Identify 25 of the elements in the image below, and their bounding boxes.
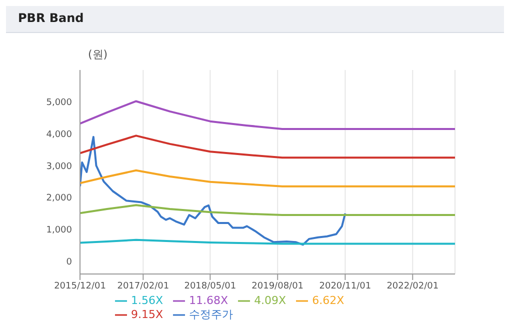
line-series (80, 169, 455, 188)
line-series (80, 136, 346, 246)
y-axis-title: (원) (88, 47, 108, 62)
legend-label: 4.09X (254, 294, 286, 307)
x-tick-label: 2015/12/01 (54, 281, 106, 292)
y-tick-label: 5,000 (46, 98, 72, 108)
legend-label: 수정주가 (189, 308, 234, 321)
y-tick-label: 4,000 (46, 130, 72, 140)
legend-label: 11.68X (189, 294, 228, 307)
x-tick-label: 2017/02/01 (117, 281, 170, 292)
x-tick-label: 2020/11/01 (319, 281, 372, 292)
legend-label: 6.62X (312, 294, 344, 307)
y-tick-label: 1,000 (46, 226, 72, 236)
line-series (80, 134, 455, 159)
x-tick-label: 2019/08/01 (252, 281, 304, 292)
chart-title: PBR Band (18, 11, 84, 25)
y-tick-label: 0 (66, 257, 72, 268)
x-tick-label: 2018/05/01 (184, 281, 236, 292)
line-series (80, 100, 455, 130)
y-tick-label: 2,000 (46, 194, 72, 204)
y-tick-label: 3,000 (46, 162, 72, 172)
legend-label: 1.56X (131, 294, 164, 307)
x-tick-label: 2022/02/01 (386, 281, 439, 292)
line-series (80, 204, 455, 216)
legend-label: 9.15X (131, 308, 164, 321)
